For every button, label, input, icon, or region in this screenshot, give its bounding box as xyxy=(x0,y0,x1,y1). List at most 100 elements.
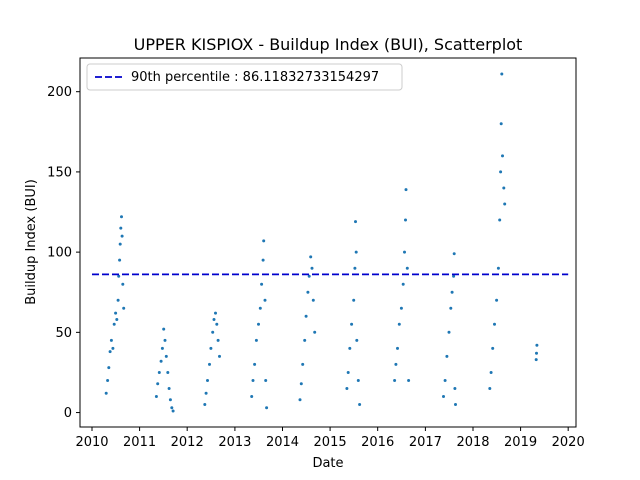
data-point xyxy=(503,202,507,206)
x-axis-title: Date xyxy=(312,456,343,471)
data-point xyxy=(114,311,118,315)
x-tick-label: 2019 xyxy=(504,435,537,450)
data-point xyxy=(353,266,357,270)
legend-box xyxy=(86,63,403,91)
legend: 90th percentile : 86.11832733154297 xyxy=(86,63,403,91)
data-point xyxy=(449,306,453,310)
data-point xyxy=(307,274,311,278)
data-point xyxy=(166,371,170,374)
data-point xyxy=(348,346,352,350)
data-point xyxy=(261,258,265,262)
data-point xyxy=(396,346,399,350)
data-point xyxy=(301,362,305,366)
data-point xyxy=(346,371,350,374)
plot-frame xyxy=(79,57,577,428)
data-point xyxy=(403,250,406,254)
data-point xyxy=(500,72,504,76)
y-tick-label: 150 xyxy=(47,165,72,180)
x-tick-label: 2010 xyxy=(75,435,108,450)
data-point xyxy=(157,371,161,374)
data-point xyxy=(442,395,445,398)
data-point xyxy=(216,338,220,342)
data-point xyxy=(407,379,411,382)
data-point xyxy=(118,242,122,246)
data-point xyxy=(397,322,401,326)
data-point xyxy=(394,362,398,366)
data-point xyxy=(109,338,113,342)
data-point xyxy=(115,318,119,321)
x-tick-label: 2017 xyxy=(409,435,442,450)
x-tick-label: 2011 xyxy=(123,435,156,450)
data-point xyxy=(211,330,215,334)
data-point xyxy=(309,255,313,259)
data-point xyxy=(159,359,163,363)
y-tick-label: 100 xyxy=(47,246,72,261)
data-point xyxy=(450,290,454,294)
x-tick-label: 2014 xyxy=(266,435,299,450)
data-point xyxy=(345,387,349,390)
x-tick-label: 2012 xyxy=(171,435,204,450)
data-point xyxy=(160,346,164,350)
data-point xyxy=(116,298,120,302)
data-point xyxy=(106,379,110,382)
data-point xyxy=(496,266,500,270)
data-point xyxy=(260,282,264,286)
data-point xyxy=(257,322,260,326)
y-tick-label: 50 xyxy=(55,326,72,341)
data-point xyxy=(306,290,310,294)
data-point xyxy=(354,250,358,254)
legend-label: 90th percentile : 86.11832733154297 xyxy=(131,70,379,85)
data-point xyxy=(206,379,209,382)
data-points xyxy=(104,72,539,413)
data-point xyxy=(156,382,160,386)
data-point xyxy=(310,266,314,270)
data-point xyxy=(212,318,216,321)
data-point xyxy=(167,387,171,390)
x-tick-label: 2013 xyxy=(218,435,251,450)
data-point xyxy=(356,379,360,382)
data-point xyxy=(264,379,268,382)
data-point xyxy=(218,354,221,358)
data-point xyxy=(502,186,506,190)
x-tick-label: 2015 xyxy=(314,435,347,450)
data-point xyxy=(253,362,257,366)
data-point xyxy=(447,330,451,334)
data-point xyxy=(303,338,307,342)
x-tick-label: 2016 xyxy=(361,435,394,450)
data-point xyxy=(265,406,269,410)
data-point xyxy=(154,395,158,398)
data-point xyxy=(358,403,362,406)
data-point xyxy=(535,343,539,347)
data-point xyxy=(163,338,167,342)
data-point xyxy=(117,274,121,278)
data-point xyxy=(171,409,175,413)
x-tick-label: 2018 xyxy=(456,435,489,450)
y-tick-label: 0 xyxy=(64,406,72,421)
data-point xyxy=(120,215,123,219)
data-point xyxy=(111,346,115,350)
data-point xyxy=(499,170,503,174)
data-point xyxy=(258,306,262,310)
data-point xyxy=(454,403,457,406)
data-point xyxy=(304,314,308,318)
data-point xyxy=(399,306,403,310)
data-point xyxy=(204,391,208,395)
data-point xyxy=(215,322,219,326)
data-point xyxy=(498,218,502,222)
y-axis-title: Buildup Index (BUI) xyxy=(24,179,39,305)
data-point xyxy=(534,358,538,362)
data-point xyxy=(452,252,456,256)
data-point xyxy=(214,311,217,315)
data-point xyxy=(112,322,116,326)
data-point xyxy=(203,403,207,406)
data-point xyxy=(208,362,211,366)
data-point xyxy=(354,220,357,224)
data-point xyxy=(168,398,172,402)
data-point xyxy=(251,379,255,382)
data-point xyxy=(299,382,303,386)
data-point xyxy=(108,350,112,354)
data-point xyxy=(250,395,254,398)
data-point xyxy=(493,322,496,326)
data-point xyxy=(453,387,457,390)
